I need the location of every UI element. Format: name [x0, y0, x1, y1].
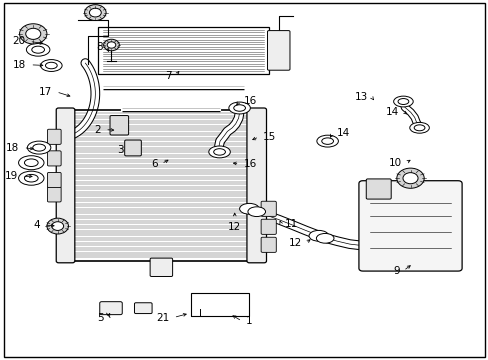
Text: 5: 5 — [97, 312, 103, 323]
FancyBboxPatch shape — [110, 116, 128, 135]
Bar — [71, 110, 251, 261]
FancyBboxPatch shape — [47, 151, 61, 166]
Ellipse shape — [409, 122, 428, 133]
FancyBboxPatch shape — [267, 31, 289, 70]
Text: 19: 19 — [5, 171, 18, 181]
Text: 1: 1 — [245, 316, 252, 326]
FancyBboxPatch shape — [261, 201, 276, 216]
Text: 2: 2 — [94, 125, 101, 135]
Text: 16: 16 — [243, 159, 256, 169]
Text: 3: 3 — [117, 145, 124, 156]
Ellipse shape — [413, 125, 424, 131]
Circle shape — [84, 5, 106, 21]
Text: 7: 7 — [165, 71, 172, 81]
Text: 15: 15 — [263, 132, 276, 142]
Text: 9: 9 — [392, 266, 399, 276]
Text: 21: 21 — [156, 312, 169, 323]
Bar — [98, 27, 268, 74]
FancyBboxPatch shape — [100, 302, 122, 315]
Text: 13: 13 — [354, 92, 367, 102]
Ellipse shape — [228, 102, 250, 114]
Text: 14: 14 — [336, 128, 349, 138]
Text: 14: 14 — [386, 107, 399, 117]
Text: 12: 12 — [288, 238, 301, 248]
FancyBboxPatch shape — [56, 108, 75, 263]
Circle shape — [107, 42, 116, 48]
Ellipse shape — [233, 105, 245, 111]
Ellipse shape — [32, 46, 44, 53]
FancyBboxPatch shape — [47, 187, 61, 202]
Ellipse shape — [393, 96, 412, 107]
Circle shape — [52, 222, 63, 230]
FancyBboxPatch shape — [246, 108, 266, 263]
Ellipse shape — [33, 144, 45, 151]
FancyBboxPatch shape — [366, 179, 390, 199]
Text: 4: 4 — [33, 220, 40, 230]
Circle shape — [89, 8, 101, 17]
FancyBboxPatch shape — [47, 172, 61, 188]
Circle shape — [26, 28, 41, 39]
Ellipse shape — [24, 175, 38, 182]
Circle shape — [396, 168, 424, 188]
Circle shape — [103, 39, 119, 51]
Circle shape — [20, 24, 47, 44]
Ellipse shape — [19, 171, 44, 185]
Ellipse shape — [321, 138, 333, 144]
FancyBboxPatch shape — [261, 237, 276, 252]
FancyBboxPatch shape — [150, 258, 172, 276]
Ellipse shape — [45, 62, 57, 69]
Bar — [190, 293, 249, 316]
Text: 8: 8 — [96, 42, 102, 52]
FancyBboxPatch shape — [124, 140, 141, 156]
Ellipse shape — [26, 43, 50, 56]
Ellipse shape — [208, 146, 230, 158]
FancyBboxPatch shape — [261, 219, 276, 234]
FancyBboxPatch shape — [47, 129, 61, 144]
Text: 18: 18 — [13, 60, 26, 70]
FancyBboxPatch shape — [358, 181, 461, 271]
Ellipse shape — [27, 141, 51, 154]
FancyBboxPatch shape — [134, 303, 152, 314]
Ellipse shape — [19, 156, 44, 170]
Text: 18: 18 — [6, 143, 20, 153]
Ellipse shape — [316, 234, 333, 243]
Ellipse shape — [213, 149, 225, 155]
Text: 16: 16 — [243, 96, 256, 106]
Circle shape — [402, 173, 417, 184]
Ellipse shape — [308, 230, 328, 241]
Text: 11: 11 — [285, 219, 298, 229]
Ellipse shape — [397, 99, 408, 104]
Text: 10: 10 — [388, 158, 401, 168]
Ellipse shape — [24, 159, 38, 166]
Text: 17: 17 — [39, 87, 52, 97]
Ellipse shape — [41, 60, 62, 72]
Ellipse shape — [316, 135, 338, 147]
Ellipse shape — [247, 207, 265, 217]
Text: 20: 20 — [12, 36, 25, 46]
Text: 12: 12 — [227, 222, 241, 232]
Circle shape — [47, 218, 68, 234]
Text: 6: 6 — [150, 159, 157, 169]
Ellipse shape — [239, 203, 259, 214]
